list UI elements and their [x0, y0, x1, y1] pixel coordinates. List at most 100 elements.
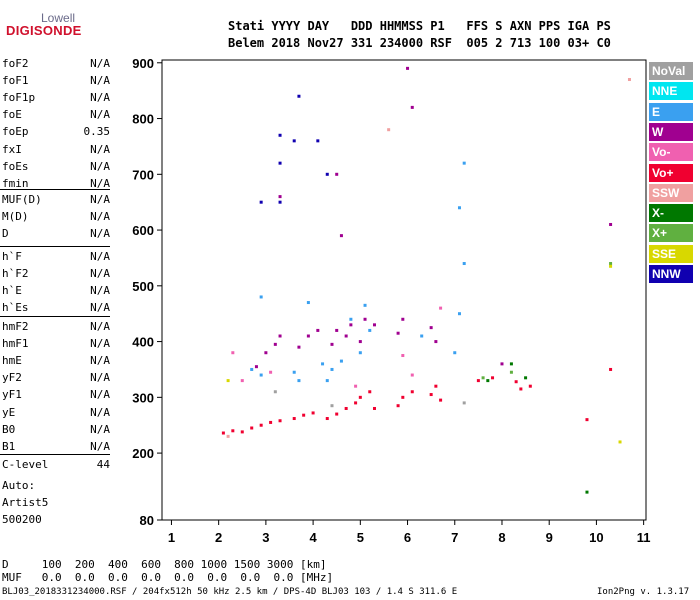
param-row-m-d-: M(D) N/A — [2, 210, 110, 227]
param-value: N/A — [90, 267, 110, 281]
data-point — [250, 367, 254, 371]
data-point — [259, 373, 263, 377]
data-point — [486, 379, 490, 383]
data-point — [339, 234, 343, 238]
data-point — [250, 426, 254, 430]
data-point — [278, 419, 282, 423]
data-point — [453, 351, 457, 355]
legend-item-e: E — [649, 102, 693, 121]
data-point — [368, 390, 372, 394]
data-point — [457, 206, 461, 210]
param-name: yE — [2, 405, 16, 419]
data-point — [339, 359, 343, 363]
legend-item-vo-: Vo- — [649, 143, 693, 162]
param-name: D — [2, 227, 9, 241]
x-tick-label: 9 — [546, 530, 553, 545]
param-row-fmin: fmin N/A — [2, 177, 110, 194]
data-point — [462, 401, 466, 405]
data-point — [410, 105, 414, 109]
param-row-yf2: yF2 N/A — [2, 371, 110, 388]
data-point — [519, 387, 523, 391]
data-point — [491, 376, 495, 380]
header-values: Belem 2018 Nov27 331 234000 RSF 005 2 71… — [228, 36, 611, 50]
y-tick-label: 700 — [132, 167, 154, 182]
param-value: N/A — [90, 227, 110, 241]
param-value: N/A — [90, 284, 110, 298]
y-tick-label: 80 — [140, 513, 154, 528]
param-row-fof1: foF1 N/A — [2, 74, 110, 91]
param-value: N/A — [90, 57, 110, 70]
data-point — [335, 172, 339, 176]
param-row-b1: B1 N/A — [2, 440, 110, 457]
param-name: foF1p — [2, 91, 36, 105]
data-point — [609, 264, 613, 268]
legend-item-sse: SSE — [649, 244, 693, 263]
param-row-h-es: h`Es N/A — [2, 301, 110, 318]
data-point — [306, 334, 310, 338]
data-point — [221, 431, 225, 435]
data-point — [514, 380, 518, 384]
data-point — [335, 328, 339, 332]
param-name: hmF2 — [2, 320, 29, 333]
data-point — [325, 172, 329, 176]
data-point — [302, 413, 306, 417]
data-point — [476, 379, 480, 383]
data-point — [387, 128, 391, 132]
data-point — [410, 373, 414, 377]
x-tick-label: 10 — [589, 530, 603, 545]
param-name: h`E — [2, 284, 22, 298]
logo-lowell-text: Lowell — [41, 11, 76, 25]
data-point — [354, 384, 358, 388]
param-row-d: D N/A — [2, 227, 110, 244]
y-tick-label: 500 — [132, 279, 154, 294]
param-value: N/A — [90, 193, 110, 206]
param-name: hmE — [2, 354, 22, 368]
data-point — [297, 94, 301, 98]
data-point — [259, 295, 263, 299]
data-point — [429, 326, 433, 330]
x-tick-label: 2 — [215, 530, 222, 545]
x-tick-label: 7 — [451, 530, 458, 545]
data-point — [406, 66, 410, 70]
data-point — [264, 351, 268, 355]
data-point — [349, 317, 353, 321]
data-point — [462, 161, 466, 165]
param-row-foes: foEs N/A — [2, 160, 110, 177]
param-separator — [0, 246, 110, 247]
data-point — [363, 317, 367, 321]
auto-label: Auto: — [2, 479, 36, 492]
param-value: N/A — [90, 422, 110, 436]
data-point — [278, 161, 282, 165]
data-point — [434, 384, 438, 388]
data-point — [524, 376, 528, 380]
param-row-h-f2: h`F2 N/A — [2, 267, 110, 284]
data-point — [372, 323, 376, 327]
data-point — [429, 393, 433, 397]
data-point — [344, 334, 348, 338]
data-point — [396, 331, 400, 335]
data-point — [226, 434, 230, 438]
data-point — [226, 379, 230, 383]
data-point — [306, 301, 310, 305]
data-point — [358, 351, 362, 355]
data-point — [297, 345, 301, 349]
param-row-yf1: yF1 N/A — [2, 388, 110, 405]
param-name: h`F2 — [2, 267, 29, 281]
param-value: N/A — [90, 210, 110, 224]
data-point — [231, 351, 235, 355]
footer-version: Ion2Png v. 1.3.17 — [597, 587, 690, 597]
data-point — [368, 328, 372, 332]
x-tick-label: 3 — [262, 530, 269, 545]
param-value: N/A — [90, 108, 110, 122]
param-row-h-e: h`E N/A — [2, 284, 110, 301]
legend-item-x-: X- — [649, 204, 693, 223]
data-point — [335, 412, 339, 416]
data-point — [254, 365, 258, 369]
param-name: fxI — [2, 142, 22, 156]
data-point — [500, 362, 504, 366]
param-value: N/A — [90, 250, 110, 263]
data-point — [278, 200, 282, 204]
footer-muf-row: MUF 0.0 0.0 0.0 0.0 0.0 0.0 0.0 0.0 [MHz… — [2, 571, 334, 584]
auto-code: 500200 — [2, 513, 42, 526]
data-point — [269, 420, 273, 424]
